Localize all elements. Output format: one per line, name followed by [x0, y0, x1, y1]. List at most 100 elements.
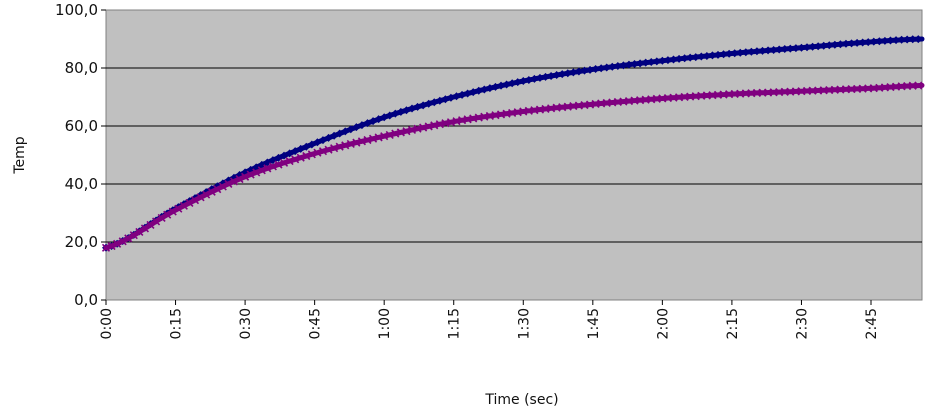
x-marker	[246, 170, 255, 179]
x-marker	[229, 177, 239, 186]
x-marker	[268, 162, 277, 171]
diamond-marker	[841, 39, 850, 48]
diamond-marker	[725, 49, 734, 58]
x-marker	[146, 220, 155, 229]
x-tick-label: 1:00	[377, 308, 393, 339]
diamond-marker	[524, 75, 533, 84]
x-marker	[257, 166, 266, 175]
y-tick-label: 60,0	[65, 117, 98, 135]
diamond-marker	[441, 95, 450, 104]
diamond-marker	[903, 35, 912, 44]
x-marker	[190, 196, 200, 205]
diamond-marker	[914, 35, 923, 44]
diamond-marker	[741, 48, 750, 57]
diamond-marker	[530, 74, 539, 83]
diamond-marker	[880, 36, 889, 45]
x-axis-ticks: 0:00 0:15 0:30 0:45 1:00 1:15 1:30 1:45 2:00 2:15…	[99, 300, 880, 339]
diamond-marker	[519, 77, 528, 86]
x-marker	[163, 210, 172, 219]
diamond-marker	[613, 62, 622, 71]
diamond-marker	[830, 40, 839, 49]
diamond-marker	[836, 40, 845, 49]
x-marker	[274, 160, 283, 169]
diamond-marker	[814, 42, 823, 51]
y-tick-label: 40,0	[65, 175, 98, 193]
diamond-marker	[808, 42, 817, 51]
x-marker	[135, 227, 144, 236]
diamond-marker	[647, 58, 656, 67]
diamond-marker	[747, 47, 756, 56]
series-group	[101, 35, 925, 252]
diamond-marker	[825, 41, 834, 50]
diamond-marker	[786, 44, 795, 53]
x-tick-label: 2:00	[655, 308, 671, 339]
x-tick-label: 1:15	[447, 308, 463, 339]
diamond-marker	[652, 57, 661, 66]
diamond-marker	[597, 64, 606, 73]
diamond-marker	[497, 81, 506, 90]
diamond-marker	[491, 82, 500, 91]
series-2-line	[103, 82, 925, 251]
x-marker	[152, 217, 161, 226]
diamond-marker	[435, 96, 444, 105]
diamond-marker	[719, 50, 728, 59]
diamond-marker	[641, 58, 650, 67]
x-marker	[241, 172, 250, 181]
diamond-marker	[513, 78, 522, 87]
x-marker	[207, 187, 216, 196]
x-marker	[279, 158, 289, 167]
x-marker	[318, 147, 328, 156]
x-marker	[307, 150, 316, 159]
y-tick-label: 80,0	[65, 59, 98, 77]
diamond-marker	[736, 48, 745, 57]
x-tick-label: 2:15	[725, 308, 741, 339]
x-tick-label: 1:30	[516, 308, 532, 339]
diamond-marker	[541, 72, 550, 81]
x-marker	[324, 145, 333, 154]
x-tick-label: 0:15	[169, 308, 185, 339]
diamond-marker	[803, 43, 812, 52]
diamond-marker	[752, 47, 761, 56]
diamond-marker	[769, 45, 778, 54]
x-marker	[196, 193, 205, 202]
diamond-marker	[469, 88, 478, 97]
diamond-marker	[636, 59, 645, 68]
diamond-marker	[819, 41, 828, 50]
diamond-marker	[892, 36, 901, 45]
diamond-marker	[563, 69, 572, 78]
x-tick-label: 2:45	[864, 308, 880, 339]
x-marker	[129, 231, 138, 240]
diamond-marker	[702, 51, 711, 60]
diamond-marker	[797, 43, 806, 52]
diamond-marker	[619, 61, 628, 70]
diamond-marker	[574, 67, 583, 76]
diamond-marker	[697, 52, 706, 61]
diamond-marker	[424, 99, 433, 108]
diamond-marker	[591, 65, 600, 74]
x-marker	[202, 190, 211, 199]
x-marker	[291, 155, 300, 164]
diamond-marker	[602, 63, 611, 72]
diamond-marker	[714, 50, 722, 59]
x-marker	[224, 179, 233, 189]
x-marker	[179, 201, 188, 210]
diamond-marker	[858, 38, 867, 47]
x-marker	[101, 243, 111, 252]
x-marker	[124, 234, 133, 243]
x-marker	[235, 174, 244, 184]
diamond-marker	[624, 60, 633, 69]
diamond-marker	[569, 68, 578, 77]
x-marker	[330, 144, 339, 153]
x-marker	[914, 81, 923, 90]
diamond-marker	[675, 54, 684, 63]
diamond-marker	[897, 35, 906, 44]
diamond-marker	[764, 46, 773, 55]
x-marker	[285, 156, 294, 166]
diamond-marker	[608, 62, 617, 71]
x-marker	[302, 151, 311, 161]
diamond-marker	[853, 38, 862, 47]
x-marker	[252, 168, 261, 177]
diamond-marker	[552, 71, 561, 80]
diamond-marker	[775, 45, 784, 54]
x-marker	[168, 207, 177, 216]
